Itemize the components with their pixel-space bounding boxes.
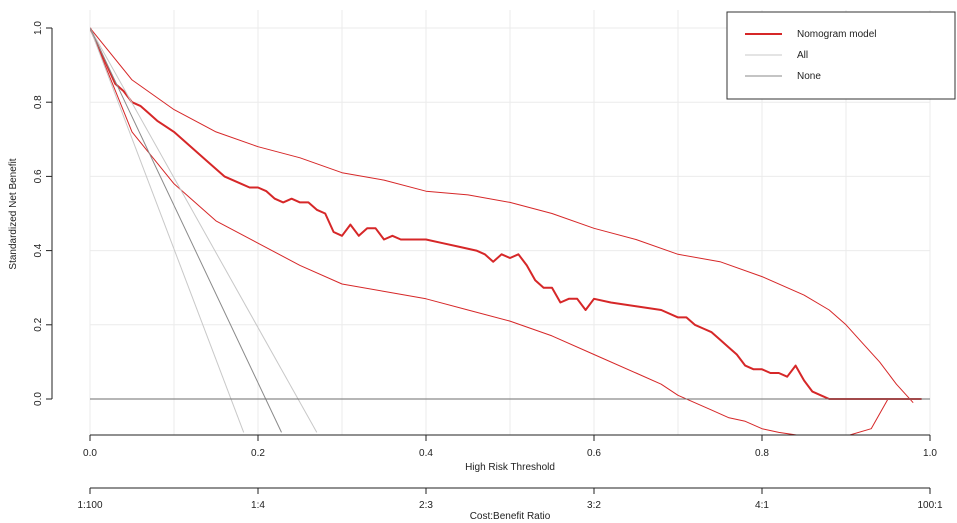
secondary-x-axis-ticks: 1:100 1:4 2:3 3:2 4:1 100:1: [77, 488, 943, 511]
y-tick-label: 0.2: [33, 317, 44, 331]
x-axis-title: High Risk Threshold: [465, 462, 555, 473]
y-axis-ticks: 0.0 0.2 0.4 0.6 0.8 1.0: [33, 21, 52, 406]
secondary-x-tick-label: 2:3: [419, 500, 433, 511]
x-tick-label: 0.6: [587, 448, 601, 459]
series-line-all-mid: [90, 27, 282, 433]
y-tick-label: 0.0: [33, 392, 44, 406]
secondary-x-axis-title: Cost:Benefit Ratio: [470, 511, 551, 522]
x-tick-label: 0.0: [83, 448, 97, 459]
series-line-nomogram-model-lower-ci: [90, 27, 889, 435]
y-axis-title: Standardized Net Benefit: [8, 158, 19, 269]
series-line-nomogram-model-upper-ci: [90, 27, 914, 404]
y-tick-label: 0.8: [33, 95, 44, 109]
x-tick-label: 0.2: [251, 448, 265, 459]
y-tick-label: 0.4: [33, 243, 44, 257]
secondary-x-tick-label: 100:1: [917, 500, 942, 511]
series-line-all: [90, 27, 245, 433]
legend-label-all: All: [797, 50, 808, 61]
legend-label-nomogram: Nomogram model: [797, 29, 876, 40]
secondary-x-tick-label: 1:4: [251, 500, 265, 511]
legend: Nomogram model All None: [726, 11, 956, 100]
x-tick-label: 0.8: [755, 448, 769, 459]
x-tick-label: 1.0: [923, 448, 937, 459]
x-tick-label: 0.4: [419, 448, 433, 459]
series-line-nomogram-model: [90, 27, 922, 400]
y-tick-label: 0.6: [33, 169, 44, 183]
legend-label-none: None: [797, 71, 821, 82]
x-axis-ticks: 0.0 0.2 0.4 0.6 0.8 1.0: [83, 435, 937, 459]
secondary-x-tick-label: 1:100: [77, 500, 102, 511]
series-line-all-upper-ci: [90, 27, 318, 433]
secondary-x-tick-label: 4:1: [755, 500, 769, 511]
secondary-x-tick-label: 3:2: [587, 500, 601, 511]
y-tick-label: 1.0: [33, 21, 44, 35]
series-layer: [90, 27, 930, 435]
